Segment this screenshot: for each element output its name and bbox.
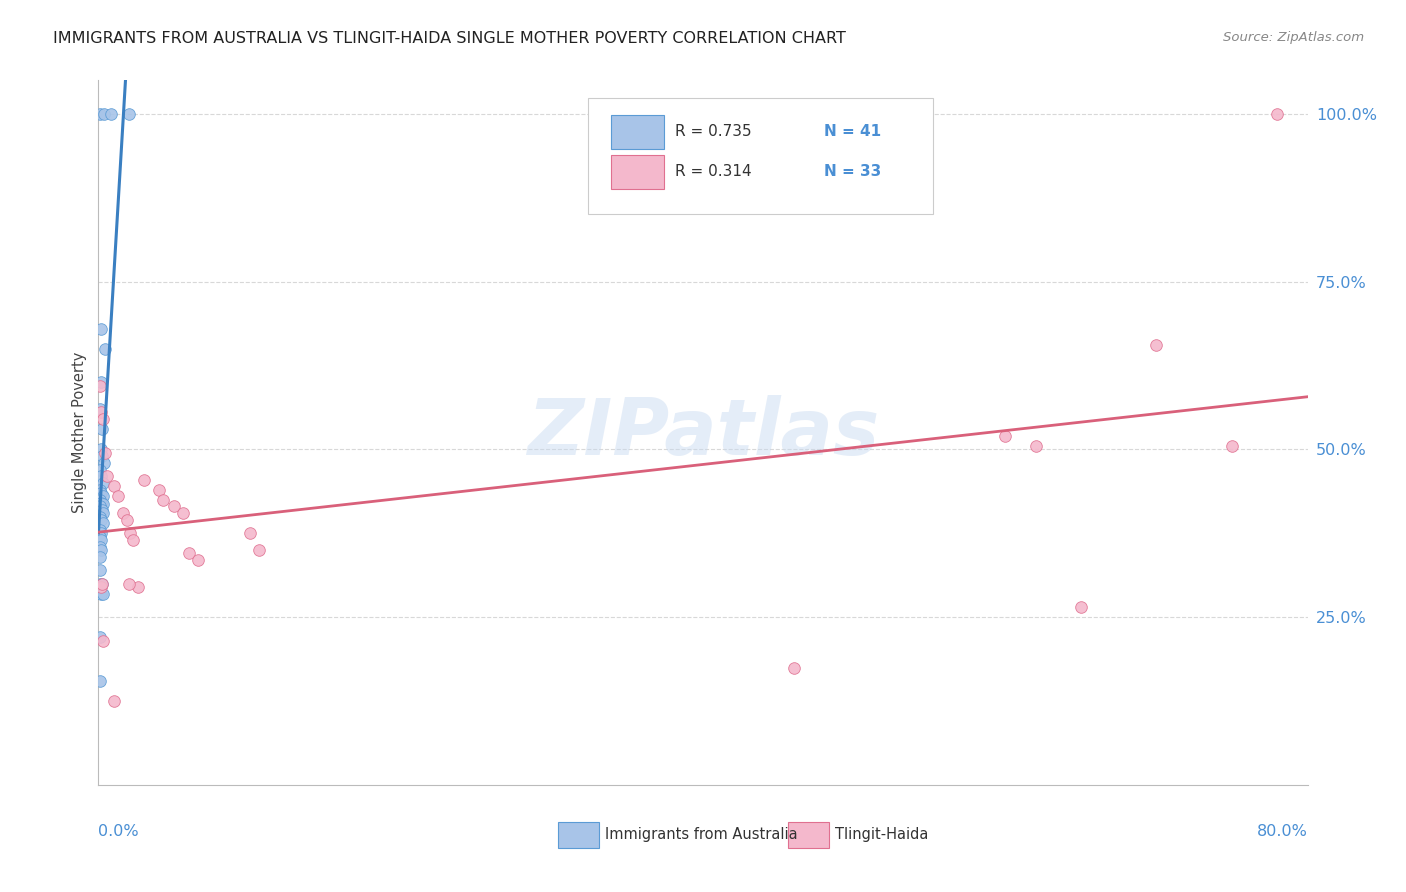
Point <box>1024 439 1046 453</box>
Point <box>1267 107 1289 121</box>
Point <box>89 483 111 497</box>
Text: Immigrants from Australia: Immigrants from Australia <box>605 828 797 842</box>
Text: R = 0.314: R = 0.314 <box>675 164 752 179</box>
Point <box>89 576 111 591</box>
Point <box>91 422 114 436</box>
Point <box>994 429 1017 443</box>
Point <box>239 526 262 541</box>
Point <box>91 475 114 490</box>
Point <box>103 479 125 493</box>
Point <box>91 576 114 591</box>
Text: 80.0%: 80.0% <box>1257 823 1308 838</box>
Point <box>90 486 112 500</box>
Point <box>89 462 111 476</box>
Point <box>91 576 114 591</box>
Point <box>111 506 134 520</box>
Point <box>91 516 114 531</box>
Point <box>118 107 141 121</box>
Point <box>89 549 111 564</box>
Point <box>90 496 112 510</box>
Text: N = 41: N = 41 <box>824 124 882 139</box>
Point <box>90 503 112 517</box>
FancyBboxPatch shape <box>612 115 664 149</box>
Point <box>91 587 114 601</box>
FancyBboxPatch shape <box>558 822 599 848</box>
Point <box>91 412 114 426</box>
Point <box>172 506 194 520</box>
Text: ZIPatlas: ZIPatlas <box>527 394 879 471</box>
Text: Tlingit-Haida: Tlingit-Haida <box>835 828 928 842</box>
Point <box>94 342 117 356</box>
Point <box>90 469 112 483</box>
Point <box>1070 600 1092 615</box>
Point <box>94 446 117 460</box>
Point <box>90 405 112 419</box>
Point <box>90 587 112 601</box>
Point <box>103 694 125 708</box>
Point <box>89 402 111 417</box>
Point <box>89 563 111 577</box>
Point <box>132 473 155 487</box>
Point <box>91 506 114 520</box>
FancyBboxPatch shape <box>588 98 932 214</box>
FancyBboxPatch shape <box>612 155 664 189</box>
Point <box>89 540 111 554</box>
Point <box>783 660 806 674</box>
Point <box>89 492 111 507</box>
Text: N = 33: N = 33 <box>824 164 882 179</box>
Point <box>152 492 174 507</box>
FancyBboxPatch shape <box>787 822 828 848</box>
Point <box>89 500 111 514</box>
Point <box>96 469 118 483</box>
Point <box>90 543 112 558</box>
Point <box>90 533 112 547</box>
Point <box>89 630 111 644</box>
Point <box>91 498 114 512</box>
Point <box>163 500 186 514</box>
Point <box>90 526 112 541</box>
Text: Source: ZipAtlas.com: Source: ZipAtlas.com <box>1223 31 1364 45</box>
Point <box>118 576 141 591</box>
Point <box>148 483 170 497</box>
Y-axis label: Single Mother Poverty: Single Mother Poverty <box>72 352 87 513</box>
Point <box>90 580 112 594</box>
Point <box>90 376 112 390</box>
Point <box>89 378 111 392</box>
Point <box>93 107 115 121</box>
Point <box>179 546 201 560</box>
Point <box>90 513 112 527</box>
Point <box>115 513 138 527</box>
Point <box>107 489 129 503</box>
Point <box>1144 338 1167 352</box>
Point <box>93 456 115 470</box>
Point <box>187 553 209 567</box>
Point <box>122 533 145 547</box>
Point <box>1220 439 1243 453</box>
Point <box>89 673 111 688</box>
Point <box>89 523 111 537</box>
Point <box>127 580 149 594</box>
Point <box>90 442 112 457</box>
Point <box>120 526 142 541</box>
Text: 0.0%: 0.0% <box>98 823 139 838</box>
Point <box>89 107 111 121</box>
Point <box>91 489 114 503</box>
Text: R = 0.735: R = 0.735 <box>675 124 752 139</box>
Point <box>247 543 270 558</box>
Point <box>91 449 114 463</box>
Point <box>100 107 122 121</box>
Point <box>91 633 114 648</box>
Point <box>89 509 111 524</box>
Point <box>90 321 112 335</box>
Point <box>89 530 111 544</box>
Text: IMMIGRANTS FROM AUSTRALIA VS TLINGIT-HAIDA SINGLE MOTHER POVERTY CORRELATION CHA: IMMIGRANTS FROM AUSTRALIA VS TLINGIT-HAI… <box>53 31 846 46</box>
